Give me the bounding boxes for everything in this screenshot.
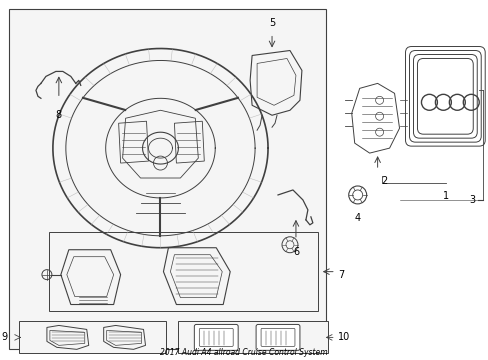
Bar [49,232,317,311]
Bar [19,321,166,353]
Bar [9,9,325,349]
FancyBboxPatch shape [261,328,294,346]
FancyBboxPatch shape [199,328,233,346]
Bar [178,321,327,353]
Text: 3: 3 [468,195,474,205]
Text: 8: 8 [56,110,62,120]
Text: 2: 2 [381,176,387,186]
Text: 1: 1 [443,191,448,201]
Text: 10: 10 [337,332,349,342]
Text: 4: 4 [354,213,360,223]
Text: 7: 7 [337,270,344,280]
Text: 2017 Audi A4 allroad Cruise Control System: 2017 Audi A4 allroad Cruise Control Syst… [160,348,327,357]
FancyBboxPatch shape [194,324,238,350]
Text: 9: 9 [1,332,7,342]
FancyBboxPatch shape [256,324,299,350]
Text: 5: 5 [268,18,275,28]
Text: 6: 6 [292,247,298,257]
